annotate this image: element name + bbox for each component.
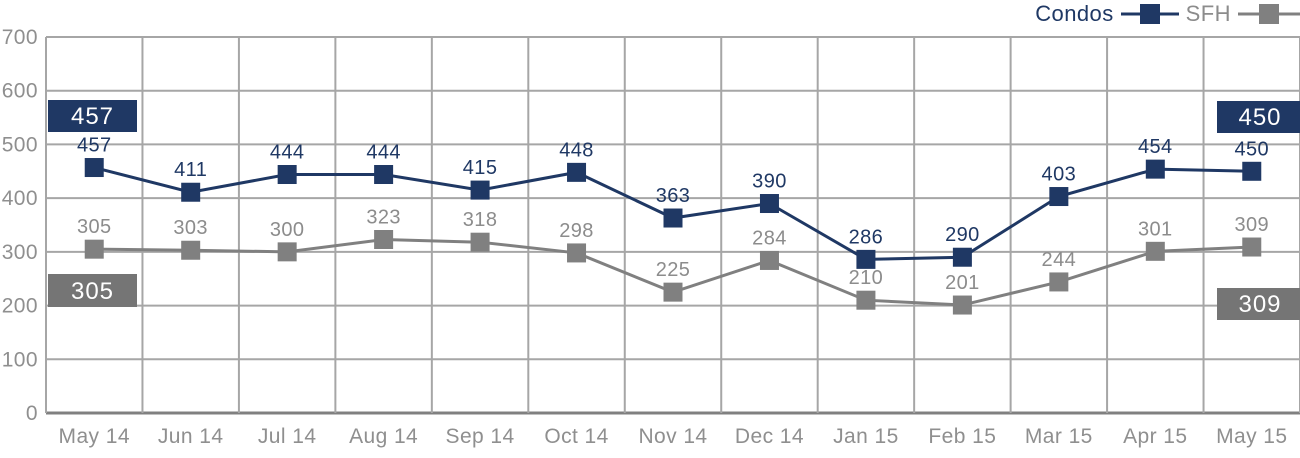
legend-condos-marker-icon: [1120, 4, 1179, 24]
condos-value-label: 415: [463, 157, 498, 179]
condos-marker: [277, 165, 297, 185]
condos-marker: [567, 162, 587, 182]
condos-value-label: 290: [945, 224, 980, 246]
sfh-value-label: 284: [752, 227, 787, 249]
condos-value-label: 411: [174, 159, 207, 181]
condos-callout-box-right: [1217, 101, 1300, 133]
condos-value-label: 444: [366, 142, 401, 164]
sfh-marker: [1049, 272, 1069, 292]
sfh-value-label: 318: [463, 209, 498, 231]
x-axis-tick-label: Oct 14: [544, 425, 608, 448]
x-axis-tick-label: Feb 15: [928, 425, 996, 448]
condos-value-label: 286: [849, 226, 884, 248]
condos-marker: [952, 247, 972, 267]
condos-value-label: 403: [1042, 164, 1077, 186]
sfh-value-label: 298: [559, 220, 594, 242]
y-axis-tick-label: 700: [2, 26, 38, 49]
condos-marker: [856, 249, 876, 269]
y-axis-tick-label: 200: [2, 295, 38, 318]
y-axis-tick-label: 400: [2, 187, 38, 210]
x-axis-tick-label: Apr 15: [1123, 425, 1187, 448]
condos-marker: [759, 194, 779, 214]
condos-marker: [470, 180, 490, 200]
condos-value-label: 363: [656, 185, 691, 207]
sfh-value-label: 323: [366, 207, 401, 229]
sfh-callout-value-left: 305: [71, 278, 114, 305]
condos-callout-value-right: 450: [1239, 104, 1282, 131]
x-axis-tick-label: Jun 14: [158, 425, 224, 448]
x-axis-tick-label: Jan 15: [833, 425, 899, 448]
x-axis-tick-label: Sep 14: [446, 425, 515, 448]
sfh-value-label: 305: [77, 216, 112, 238]
x-axis-tick-label: Nov 14: [638, 425, 707, 448]
legend-sfh-marker-icon: [1238, 4, 1300, 24]
condos-marker: [374, 165, 394, 185]
y-axis-tick-label: 100: [2, 348, 38, 371]
condos-value-label: 454: [1138, 136, 1173, 158]
x-axis-tick-label: May 15: [1216, 425, 1287, 448]
x-axis-tick-label: Aug 14: [349, 425, 418, 448]
condos-value-label: 457: [77, 135, 112, 157]
sfh-callout-box-right: [1217, 288, 1300, 320]
sfh-marker: [277, 242, 297, 262]
sfh-marker: [470, 232, 490, 252]
sfh-marker: [759, 250, 779, 270]
y-axis-tick-label: 500: [2, 133, 38, 156]
sfh-marker: [1242, 237, 1262, 257]
sfh-marker: [663, 282, 683, 302]
y-axis-tick-label: 300: [2, 241, 38, 264]
condos-value-label: 448: [559, 139, 594, 161]
condos-marker: [1049, 187, 1069, 207]
sfh-marker: [952, 295, 972, 315]
condos-marker: [1242, 161, 1262, 181]
x-axis-tick-label: Mar 15: [1025, 425, 1093, 448]
condos-marker: [84, 158, 104, 178]
sfh-value-label: 301: [1138, 218, 1173, 240]
x-axis-tick-label: Dec 14: [735, 425, 804, 448]
condos-value-label: 444: [270, 142, 305, 164]
condos-value-label: 450: [1234, 138, 1269, 160]
sfh-value-label: 210: [849, 267, 884, 289]
sfh-marker: [374, 230, 394, 250]
sfh-callout-value-right: 309: [1239, 291, 1282, 318]
y-axis-tick-label: 0: [26, 402, 38, 425]
sfh-value-label: 225: [656, 259, 691, 281]
sfh-marker: [856, 290, 876, 310]
sfh-value-label: 244: [1042, 249, 1077, 271]
sfh-value-label: 300: [270, 219, 305, 241]
sfh-callout-box-left: [48, 274, 137, 307]
sfh-marker: [567, 243, 587, 263]
sfh-value-label: 303: [173, 217, 208, 239]
sfh-marker: [1145, 241, 1165, 261]
legend: Condos SFH: [1035, 2, 1300, 26]
condos-value-label: 390: [752, 171, 787, 193]
x-axis-tick-label: Jul 14: [258, 425, 317, 448]
sfh-marker: [84, 239, 104, 259]
sfh-marker: [181, 240, 201, 260]
sfh-value-label: 309: [1234, 214, 1269, 236]
legend-label-condos: Condos: [1035, 1, 1114, 26]
condos-callout-box-left: [48, 100, 137, 132]
x-axis-tick-label: May 14: [59, 425, 130, 448]
condos-callout-value-left: 457: [71, 103, 114, 130]
condos-marker: [1145, 159, 1165, 179]
legend-label-sfh: SFH: [1185, 1, 1231, 26]
condos-marker: [181, 182, 201, 202]
sfh-value-label: 201: [945, 272, 980, 294]
condos-marker: [663, 208, 683, 228]
y-axis-tick-label: 600: [2, 80, 38, 103]
